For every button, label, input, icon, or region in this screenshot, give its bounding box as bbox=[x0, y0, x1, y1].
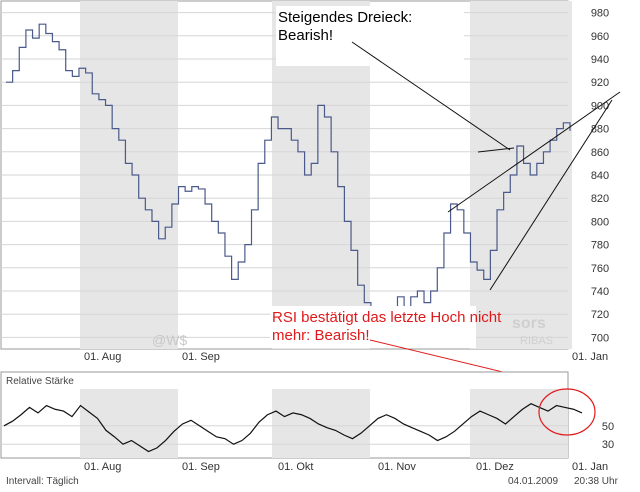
y-tick-label: 920 bbox=[591, 77, 609, 89]
shade-band bbox=[80, 389, 178, 458]
y-tick-label: 780 bbox=[591, 240, 609, 252]
y-tick-label: 940 bbox=[591, 54, 609, 66]
rsi-x-tick-label: 01. Jan bbox=[572, 461, 608, 473]
annotation-top-line2: Bearish! bbox=[278, 27, 333, 44]
y-tick-label: 700 bbox=[591, 332, 609, 344]
rsi-highlight-circle bbox=[538, 388, 596, 436]
y-tick-label: 840 bbox=[591, 170, 609, 182]
y-tick-label: 720 bbox=[591, 309, 609, 321]
footer-time: 20:38 Uhr bbox=[574, 476, 619, 487]
x-tick-label: 01. Jan bbox=[572, 351, 608, 363]
y-tick-label: 980 bbox=[591, 8, 609, 20]
rsi-x-tick-label: 01. Nov bbox=[378, 461, 416, 473]
watermark: @W$ bbox=[152, 332, 187, 348]
y-tick-label: 860 bbox=[591, 147, 609, 159]
rsi-title: Relative Stärke bbox=[6, 376, 74, 387]
rsi-x-tick-label: 01. Aug bbox=[84, 461, 121, 473]
arrow-head-stroke bbox=[477, 147, 515, 153]
main-x-ticks: 01. Aug 01. Sep 01. Jan bbox=[84, 351, 608, 363]
rsi-x-ticks: 01. Aug 01. Sep 01. Okt 01. Nov 01. Dez 01. J… bbox=[84, 461, 608, 473]
y-tick-label: 960 bbox=[591, 31, 609, 43]
rsi-x-tick-label: 01. Dez bbox=[476, 461, 514, 473]
footer-date: 04.01.2009 bbox=[508, 476, 558, 487]
y-tick-label: 800 bbox=[591, 216, 609, 228]
annotation-top-line1: Steigendes Dreieck: bbox=[278, 9, 412, 26]
price-line bbox=[6, 23, 571, 338]
rsi-line bbox=[3, 403, 583, 453]
rsi-y-tick-label: 30 bbox=[602, 439, 614, 451]
triangle-upper-line bbox=[447, 91, 621, 213]
rsi-y-ticks: 30 50 bbox=[602, 421, 614, 451]
annotation-box-top bbox=[276, 6, 464, 66]
footer-interval: Intervall: Täglich bbox=[6, 476, 79, 487]
annotation-bottom-line2: mehr: Bearish! bbox=[272, 327, 370, 344]
y-tick-label: 760 bbox=[591, 263, 609, 275]
shade-band bbox=[272, 389, 370, 458]
main-y-ticks: 7007207407607808008208408608809009209409… bbox=[591, 8, 609, 345]
triangle-lower-line bbox=[489, 99, 613, 291]
rsi-x-tick-label: 01. Sep bbox=[182, 461, 220, 473]
y-tick-label: 820 bbox=[591, 193, 609, 205]
x-tick-label: 01. Sep bbox=[182, 351, 220, 363]
shade-band bbox=[470, 389, 568, 458]
x-tick-label: 01. Aug bbox=[84, 351, 121, 363]
shade-band bbox=[568, 1, 572, 349]
rsi-x-tick-label: 01. Okt bbox=[278, 461, 313, 473]
annotation-bottom-line1: RSI bestätigt das letzte Hoch nicht bbox=[272, 309, 502, 326]
rsi-grid bbox=[1, 425, 568, 445]
y-tick-label: 740 bbox=[591, 286, 609, 298]
rsi-y-tick-label: 50 bbox=[602, 421, 614, 433]
arrow-line-top bbox=[351, 41, 511, 151]
watermark-right-1: sors bbox=[512, 315, 546, 332]
watermark-right-2: RIBAS bbox=[520, 335, 553, 347]
